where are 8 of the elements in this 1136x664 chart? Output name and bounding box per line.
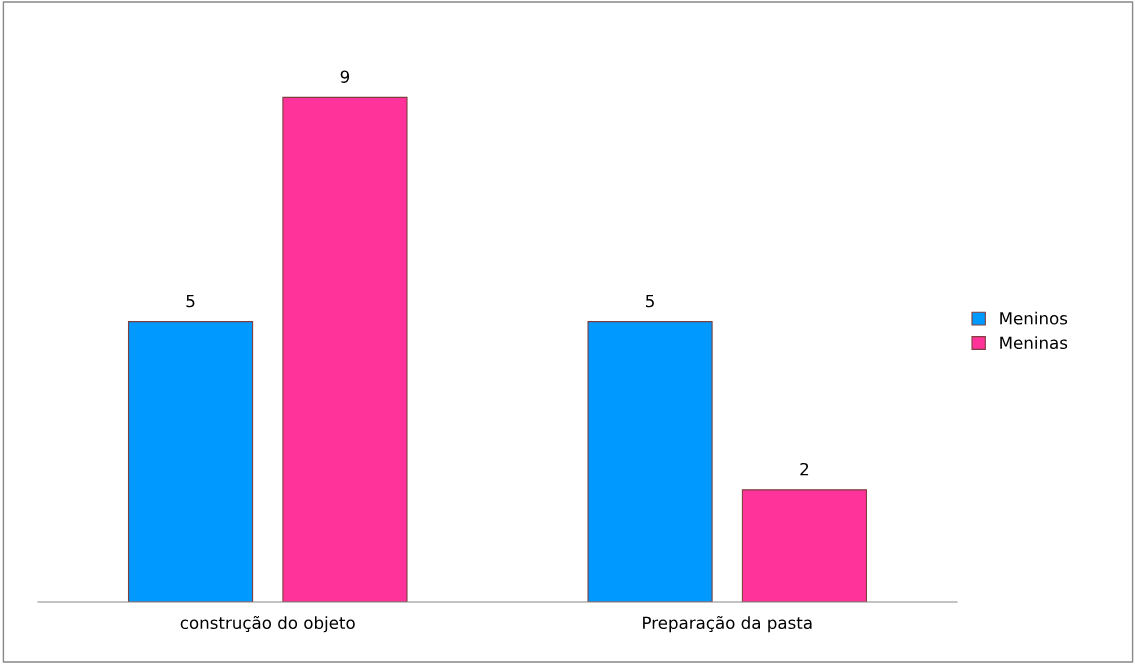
data-label: 9 xyxy=(340,70,350,83)
data-label: 5 xyxy=(186,294,195,308)
legend-label: Meninos xyxy=(1000,311,1068,325)
x-tick-label: Preparação da pasta xyxy=(643,615,812,633)
data-label: 5 xyxy=(646,294,654,308)
x-tick-label: construção do objeto xyxy=(180,615,355,633)
data-label: 2 xyxy=(800,462,809,476)
legend-label: Meninas xyxy=(1000,336,1068,350)
